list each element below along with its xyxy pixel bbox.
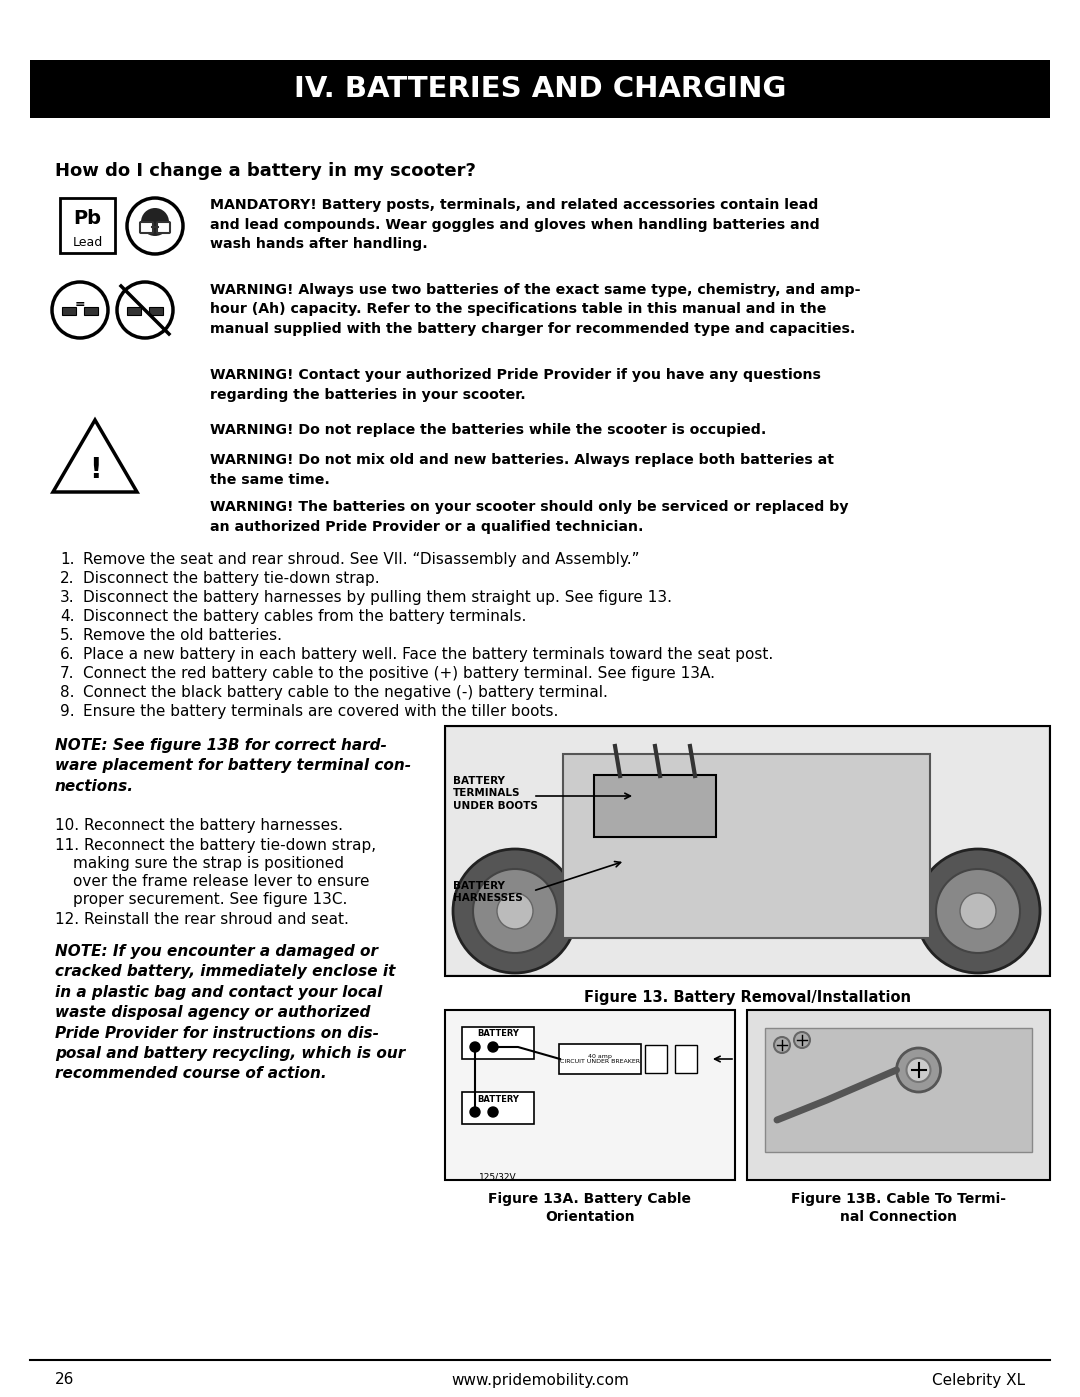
Text: 12. Reinstall the rear shroud and seat.: 12. Reinstall the rear shroud and seat. <box>55 912 349 928</box>
Text: Figure 13B. Cable To Termi-
nal Connection: Figure 13B. Cable To Termi- nal Connecti… <box>791 1192 1005 1224</box>
FancyBboxPatch shape <box>60 198 114 253</box>
Text: 8.: 8. <box>60 685 75 700</box>
Text: Remove the old batteries.: Remove the old batteries. <box>83 629 282 643</box>
FancyBboxPatch shape <box>149 307 163 314</box>
Text: WARNING! Always use two batteries of the exact same type, chemistry, and amp-
ho: WARNING! Always use two batteries of the… <box>210 284 861 337</box>
FancyBboxPatch shape <box>563 754 930 937</box>
Text: NOTE: See figure 13B for correct hard-
ware placement for battery terminal con-
: NOTE: See figure 13B for correct hard- w… <box>55 738 411 793</box>
Circle shape <box>896 1048 941 1092</box>
Text: NOTE: If you encounter a damaged or
cracked battery, immediately enclose it
in a: NOTE: If you encounter a damaged or crac… <box>55 944 405 1081</box>
FancyBboxPatch shape <box>445 1010 735 1180</box>
Text: WARNING! The batteries on your scooter should only be serviced or replaced by
an: WARNING! The batteries on your scooter s… <box>210 500 849 534</box>
Text: over the frame release lever to ensure: over the frame release lever to ensure <box>73 875 369 888</box>
FancyBboxPatch shape <box>462 1027 534 1059</box>
Text: 11. Reconnect the battery tie-down strap,: 11. Reconnect the battery tie-down strap… <box>55 838 376 854</box>
Text: Ensure the battery terminals are covered with the tiller boots.: Ensure the battery terminals are covered… <box>83 704 558 719</box>
Circle shape <box>470 1042 480 1052</box>
FancyBboxPatch shape <box>594 775 716 837</box>
Text: 1.: 1. <box>60 552 75 567</box>
Circle shape <box>470 1106 480 1118</box>
Text: 6.: 6. <box>60 647 75 662</box>
Text: +: + <box>487 1105 499 1119</box>
FancyBboxPatch shape <box>747 1010 1050 1180</box>
Text: Figure 13A. Battery Cable
Orientation: Figure 13A. Battery Cable Orientation <box>488 1192 691 1224</box>
Circle shape <box>794 1032 810 1048</box>
Text: BATTERY
TERMINALS
UNDER BOOTS: BATTERY TERMINALS UNDER BOOTS <box>453 775 538 810</box>
FancyBboxPatch shape <box>127 307 141 314</box>
Text: MANDATORY! Battery posts, terminals, and related accessories contain lead
and le: MANDATORY! Battery posts, terminals, and… <box>210 198 820 251</box>
FancyBboxPatch shape <box>140 222 153 233</box>
FancyBboxPatch shape <box>447 728 1048 974</box>
Text: -: - <box>472 1039 477 1053</box>
Circle shape <box>960 893 996 929</box>
Text: =: = <box>75 299 85 312</box>
Text: proper securement. See figure 13C.: proper securement. See figure 13C. <box>73 893 348 907</box>
Text: 9.: 9. <box>60 704 75 719</box>
Circle shape <box>916 849 1040 972</box>
FancyBboxPatch shape <box>675 1045 697 1073</box>
Text: 3.: 3. <box>60 590 75 605</box>
Text: Disconnect the battery tie-down strap.: Disconnect the battery tie-down strap. <box>83 571 380 585</box>
FancyBboxPatch shape <box>559 1044 642 1074</box>
Circle shape <box>453 849 577 972</box>
Text: BATTERY: BATTERY <box>477 1030 518 1038</box>
Text: !: ! <box>89 455 102 483</box>
Text: www.pridemobility.com: www.pridemobility.com <box>451 1372 629 1387</box>
Circle shape <box>497 893 534 929</box>
Circle shape <box>473 869 557 953</box>
Text: Connect the black battery cable to the negative (-) battery terminal.: Connect the black battery cable to the n… <box>83 685 608 700</box>
FancyBboxPatch shape <box>445 726 1050 977</box>
Circle shape <box>774 1037 789 1053</box>
Text: Remove the seat and rear shroud. See VII. “Disassembly and Assembly.”: Remove the seat and rear shroud. See VII… <box>83 552 639 567</box>
Text: 4.: 4. <box>60 609 75 624</box>
Text: 40 amp
CIRCUIT UNDER BREAKER: 40 amp CIRCUIT UNDER BREAKER <box>561 1053 640 1065</box>
Text: Connect the red battery cable to the positive (+) battery terminal. See figure 1: Connect the red battery cable to the pos… <box>83 666 715 680</box>
Text: WARNING! Do not mix old and new batteries. Always replace both batteries at
the : WARNING! Do not mix old and new batterie… <box>210 453 834 486</box>
Text: 10. Reconnect the battery harnesses.: 10. Reconnect the battery harnesses. <box>55 819 343 833</box>
Circle shape <box>488 1106 498 1118</box>
Circle shape <box>906 1058 931 1083</box>
Text: Place a new battery in each battery well. Face the battery terminals toward the : Place a new battery in each battery well… <box>83 647 773 662</box>
Text: Lead: Lead <box>72 236 103 249</box>
Text: -: - <box>472 1105 477 1119</box>
FancyBboxPatch shape <box>645 1045 667 1073</box>
Circle shape <box>488 1042 498 1052</box>
Text: 26: 26 <box>55 1372 75 1387</box>
Text: 7.: 7. <box>60 666 75 680</box>
Text: making sure the strap is positioned: making sure the strap is positioned <box>73 856 345 870</box>
Text: 125/32V: 125/32V <box>480 1172 517 1180</box>
Text: 2.: 2. <box>60 571 75 585</box>
Text: BATTERY: BATTERY <box>477 1094 518 1104</box>
Text: Pb: Pb <box>73 208 102 228</box>
Text: How do I change a battery in my scooter?: How do I change a battery in my scooter? <box>55 162 476 180</box>
Text: Disconnect the battery harnesses by pulling them straight up. See figure 13.: Disconnect the battery harnesses by pull… <box>83 590 672 605</box>
Text: WARNING! Do not replace the batteries while the scooter is occupied.: WARNING! Do not replace the batteries wh… <box>210 423 767 437</box>
Text: Disconnect the battery cables from the battery terminals.: Disconnect the battery cables from the b… <box>83 609 526 624</box>
Text: +: + <box>487 1039 499 1053</box>
Text: Celebrity XL: Celebrity XL <box>932 1372 1025 1387</box>
FancyBboxPatch shape <box>62 307 76 314</box>
Text: WARNING! Contact your authorized Pride Provider if you have any questions
regard: WARNING! Contact your authorized Pride P… <box>210 367 821 401</box>
FancyBboxPatch shape <box>462 1092 534 1125</box>
Circle shape <box>52 282 108 338</box>
Circle shape <box>936 869 1020 953</box>
FancyBboxPatch shape <box>84 307 98 314</box>
Circle shape <box>127 198 183 254</box>
Text: Figure 13. Battery Removal/Installation: Figure 13. Battery Removal/Installation <box>584 990 912 1004</box>
FancyBboxPatch shape <box>157 222 170 233</box>
Text: BATTERY
HARNESSES: BATTERY HARNESSES <box>453 882 523 904</box>
Circle shape <box>117 282 173 338</box>
Polygon shape <box>53 420 137 492</box>
Circle shape <box>141 208 168 236</box>
FancyBboxPatch shape <box>765 1028 1032 1153</box>
FancyBboxPatch shape <box>30 60 1050 117</box>
Text: 5.: 5. <box>60 629 75 643</box>
Text: IV. BATTERIES AND CHARGING: IV. BATTERIES AND CHARGING <box>294 75 786 103</box>
